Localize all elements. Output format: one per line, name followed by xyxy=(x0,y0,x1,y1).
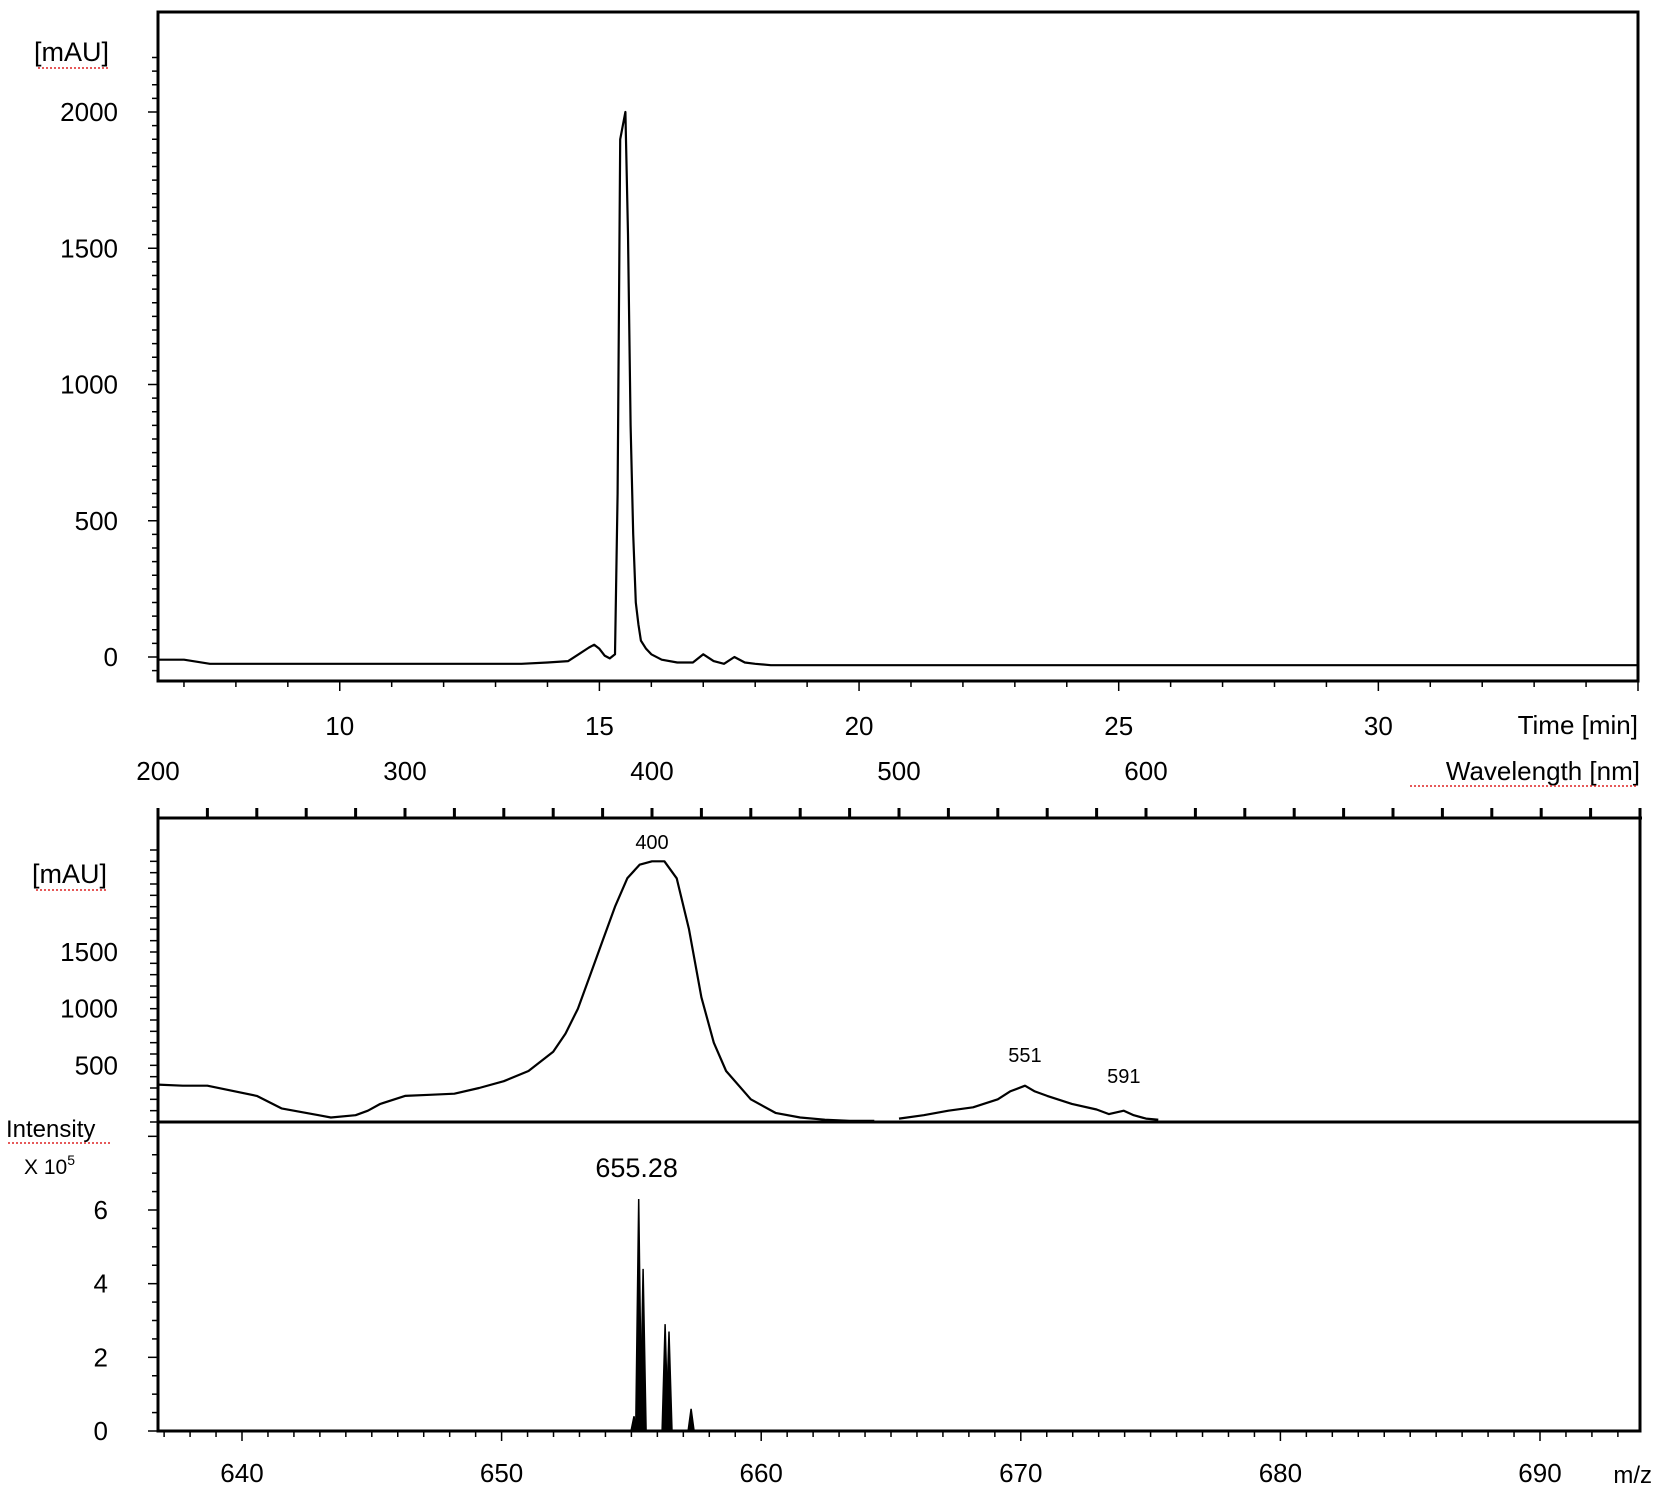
mass-spectrum-x-tick-label: 650 xyxy=(480,1458,523,1488)
uv-spectrum-x-label: Wavelength [nm] xyxy=(1446,756,1640,786)
uv-spectrum-peak-label: 591 xyxy=(1107,1066,1140,1088)
mass-spectrum-x-tick-label: 690 xyxy=(1518,1458,1561,1488)
chromatogram-y-tick-label: 1500 xyxy=(60,233,118,263)
mass-spectrum-x-tick-label: 680 xyxy=(1259,1458,1302,1488)
mass-spectrum-y-label: Intensity xyxy=(6,1116,95,1143)
chromatogram-x-tick-label: 15 xyxy=(585,711,614,741)
mass-spectrum-y-tick-label: 4 xyxy=(94,1269,108,1299)
uv-spectrum-x-tick-label: 300 xyxy=(383,756,426,786)
mass-spectrum-y-axis: 0 2 4 6 xyxy=(94,1135,158,1446)
mass-spectrum-x-tick-label: 640 xyxy=(220,1458,263,1488)
chromatogram-y-tick-label: 500 xyxy=(75,506,118,536)
mass-spectrum-frame xyxy=(156,1120,1642,1433)
chromatogram-frame xyxy=(156,10,1640,683)
uv-spectrum-y-tick-label: 1500 xyxy=(60,937,118,967)
chromatogram-y-axis: 0 500 1000 1500 2000 xyxy=(60,56,158,672)
mass-spectrum-peak-label: 655.28 xyxy=(595,1153,678,1183)
chromatogram-x-tick-label: 20 xyxy=(845,711,874,741)
uv-spectrum-peak-label: 551 xyxy=(1008,1045,1041,1067)
chromatogram-x-tick-label: 30 xyxy=(1364,711,1393,741)
mass-spectrum-x-tick-label: 660 xyxy=(740,1458,783,1488)
chromatogram-y-label: [mAU] xyxy=(34,37,109,67)
uv-spectrum-panel: 200 300 400 500 600 500 1000 1500 400 551 591 Wa… xyxy=(32,756,1642,1123)
uv-spectrum-y-tick-label: 1000 xyxy=(60,994,118,1024)
uv-spectrum-x-tick-label: 500 xyxy=(877,756,920,786)
uv-spectrum-x-axis: 200 300 400 500 600 xyxy=(136,756,1642,818)
mass-spectrum-y-tick-label: 0 xyxy=(94,1416,108,1446)
mass-spectrum-peak xyxy=(665,1331,673,1432)
mass-spectrum-x-axis: 640 650 660 670 680 690 xyxy=(163,1431,1619,1488)
chromatogram-x-axis: 10 15 20 25 30 xyxy=(183,681,1639,741)
mass-spectrum-peak xyxy=(639,1268,647,1432)
uv-spectrum-x-tick-label: 600 xyxy=(1124,756,1167,786)
mass-spectrum-x-label: m/z xyxy=(1613,1462,1652,1489)
mass-spectrum-y-multiplier-base: X 10 xyxy=(24,1156,67,1179)
uv-spectrum-x-tick-label: 400 xyxy=(630,756,673,786)
mass-spectrum-peak xyxy=(687,1408,695,1432)
mass-spectrum-y-tick-label: 6 xyxy=(94,1195,108,1225)
uv-spectrum-peak-label: 400 xyxy=(635,832,668,854)
mass-spectrum-y-tick-label: 2 xyxy=(94,1342,108,1372)
uv-spectrum-y-axis: 500 1000 1500 xyxy=(60,849,158,1123)
uv-spectrum-y-tick-label: 500 xyxy=(75,1050,118,1080)
chromatogram-y-tick-label: 2000 xyxy=(60,97,118,127)
mass-spectrum-y-multiplier-exp: 5 xyxy=(67,1152,75,1168)
mass-spectrum-y-multiplier: X 105 xyxy=(24,1152,75,1179)
uv-spectrum-x-tick-label: 200 xyxy=(136,756,179,786)
mass-spectrum-panel: 0 2 4 6 640 650 660 670 680 690 655.28 Intensity… xyxy=(6,1116,1652,1489)
chromatogram-y-tick-label: 1000 xyxy=(60,370,118,400)
mass-spectrum-peak-labels: 655.28 xyxy=(595,1153,678,1183)
chromatogram-x-tick-label: 25 xyxy=(1104,711,1133,741)
chromatogram-x-tick-label: 10 xyxy=(325,711,354,741)
chromatogram-panel: 0 500 1000 1500 2000 10 15 20 25 30 [mAU] Time [… xyxy=(34,10,1640,741)
uv-spectrum-y-label: [mAU] xyxy=(32,859,107,889)
chromatogram-y-tick-label: 0 xyxy=(104,642,118,672)
chromatogram-x-label: Time [min] xyxy=(1518,710,1638,740)
mass-spectrum-peaks xyxy=(630,1198,695,1432)
chromatogram-trace xyxy=(158,110,1638,667)
uv-spectrum-trace xyxy=(157,860,1159,1122)
mass-spectrum-x-tick-label: 670 xyxy=(999,1458,1042,1488)
mass-spectrum-peak xyxy=(634,1198,643,1432)
uv-spectrum-peak-labels: 400 551 591 xyxy=(635,832,1140,1088)
